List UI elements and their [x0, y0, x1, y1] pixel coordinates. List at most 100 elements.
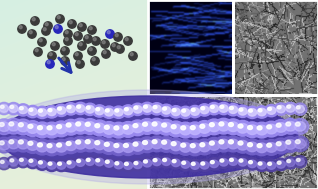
Ellipse shape [121, 105, 135, 117]
Ellipse shape [48, 162, 52, 165]
Ellipse shape [151, 139, 162, 149]
Ellipse shape [57, 107, 66, 114]
Ellipse shape [162, 140, 167, 144]
Ellipse shape [0, 90, 303, 184]
Circle shape [75, 33, 78, 36]
Ellipse shape [29, 108, 33, 111]
Ellipse shape [24, 121, 41, 136]
Ellipse shape [255, 106, 269, 118]
Ellipse shape [230, 106, 233, 109]
Circle shape [102, 50, 110, 58]
Circle shape [18, 25, 26, 33]
Ellipse shape [28, 124, 33, 128]
Circle shape [44, 22, 52, 30]
Ellipse shape [285, 140, 296, 149]
Ellipse shape [143, 160, 152, 167]
Ellipse shape [45, 159, 59, 172]
Ellipse shape [18, 123, 23, 127]
Ellipse shape [160, 104, 173, 116]
Ellipse shape [160, 156, 173, 168]
Ellipse shape [199, 142, 210, 152]
Ellipse shape [200, 124, 205, 128]
Ellipse shape [274, 103, 288, 115]
Ellipse shape [282, 137, 299, 152]
Ellipse shape [138, 119, 156, 134]
Ellipse shape [54, 159, 68, 172]
Ellipse shape [171, 125, 176, 129]
Ellipse shape [66, 123, 71, 127]
Ellipse shape [248, 143, 252, 147]
Ellipse shape [238, 141, 243, 145]
Ellipse shape [267, 125, 272, 129]
Ellipse shape [9, 158, 18, 166]
Ellipse shape [257, 144, 262, 148]
Ellipse shape [215, 136, 232, 152]
Ellipse shape [85, 122, 90, 126]
Ellipse shape [93, 156, 106, 168]
Ellipse shape [284, 157, 297, 169]
Ellipse shape [208, 140, 220, 150]
Ellipse shape [190, 144, 195, 148]
Ellipse shape [258, 109, 262, 112]
Ellipse shape [86, 158, 90, 161]
Ellipse shape [256, 143, 267, 153]
Ellipse shape [200, 161, 209, 169]
Circle shape [101, 40, 109, 48]
Circle shape [34, 48, 42, 56]
Ellipse shape [76, 159, 85, 166]
Ellipse shape [248, 160, 257, 168]
Ellipse shape [177, 139, 194, 155]
Circle shape [62, 48, 65, 51]
Ellipse shape [86, 106, 94, 113]
Ellipse shape [248, 109, 257, 116]
Circle shape [92, 58, 95, 61]
Circle shape [61, 47, 69, 55]
Ellipse shape [152, 158, 161, 166]
Ellipse shape [276, 161, 285, 168]
Ellipse shape [17, 122, 29, 132]
Ellipse shape [114, 161, 123, 169]
Ellipse shape [38, 126, 42, 130]
Ellipse shape [103, 125, 115, 134]
Circle shape [93, 38, 96, 41]
Ellipse shape [190, 108, 199, 115]
Ellipse shape [57, 125, 61, 129]
Ellipse shape [181, 109, 190, 116]
Ellipse shape [64, 158, 78, 170]
Ellipse shape [62, 119, 80, 135]
Ellipse shape [248, 126, 252, 129]
Circle shape [107, 31, 110, 34]
Ellipse shape [33, 139, 51, 155]
Ellipse shape [48, 109, 52, 112]
Ellipse shape [244, 139, 261, 155]
Ellipse shape [28, 108, 37, 115]
Ellipse shape [17, 139, 29, 149]
Ellipse shape [217, 102, 231, 115]
Ellipse shape [112, 106, 125, 118]
Circle shape [62, 58, 65, 61]
Ellipse shape [198, 159, 211, 171]
Circle shape [103, 51, 106, 54]
Ellipse shape [84, 139, 96, 149]
Circle shape [75, 53, 78, 56]
Ellipse shape [73, 102, 87, 115]
Circle shape [64, 37, 72, 45]
Ellipse shape [124, 107, 133, 115]
Circle shape [117, 46, 120, 49]
Ellipse shape [83, 156, 97, 168]
Ellipse shape [218, 139, 229, 149]
Ellipse shape [132, 142, 143, 151]
Ellipse shape [189, 143, 201, 153]
Ellipse shape [234, 120, 252, 136]
Circle shape [57, 16, 60, 19]
Ellipse shape [52, 139, 70, 155]
Ellipse shape [47, 162, 56, 169]
Ellipse shape [294, 122, 306, 131]
Ellipse shape [179, 158, 192, 171]
Ellipse shape [286, 140, 291, 144]
Ellipse shape [282, 118, 299, 134]
Ellipse shape [229, 158, 238, 165]
Ellipse shape [265, 159, 278, 172]
Ellipse shape [275, 123, 287, 132]
Ellipse shape [57, 162, 66, 169]
